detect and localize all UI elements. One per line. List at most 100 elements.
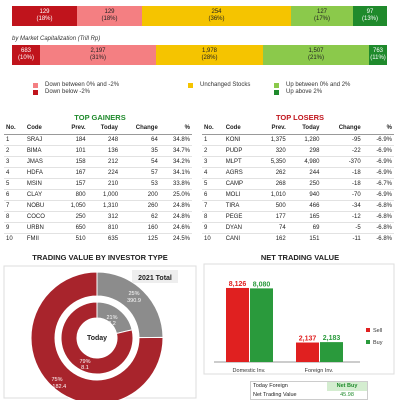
- column-header: Today: [87, 123, 121, 135]
- table-cell: -18: [321, 177, 363, 189]
- table-row: 2 BIMA 101 136 35 34.7%: [4, 144, 192, 156]
- table-cell: 64: [151, 136, 158, 143]
- legend-down-below-2: Down below -2%: [45, 89, 91, 95]
- table-cell: -370: [321, 155, 363, 167]
- table-cell: 6: [4, 188, 25, 200]
- table-row: 7 TIRA 500 466 -34 -6.8%: [202, 199, 394, 211]
- table-cell: 162: [257, 232, 288, 244]
- table-cell: CANI: [223, 232, 258, 244]
- table-cell: 224: [87, 166, 121, 178]
- table-cell: -6.9%: [376, 136, 392, 143]
- topbar-segment: 97 (13%): [353, 6, 387, 26]
- table-cell: 101: [58, 144, 88, 156]
- total-label: 2021 Total: [138, 275, 172, 282]
- column-header: Change: [321, 123, 363, 135]
- segment-count: 129: [39, 9, 50, 15]
- column-header: Prev.: [257, 123, 288, 135]
- segment-pct: (17%): [313, 16, 330, 22]
- top-gainers-table: No. Code Prev. Today Change% 1 SRAJ 184 248 64 34.…: [4, 123, 192, 244]
- bar-value-label: 8,126: [229, 281, 247, 288]
- table-cell: -6.8%: [362, 199, 394, 211]
- table-cell: 8: [202, 210, 224, 222]
- donut-hole: [78, 319, 116, 357]
- table-row: 3 MLPT 5,350 4,980 -370 -6.9%: [202, 155, 394, 167]
- table-cell: -6.9%: [362, 188, 394, 200]
- table-cell: AGRS: [223, 166, 258, 178]
- table-cell: 57: [120, 166, 160, 178]
- outer-value-label: 390.9: [127, 298, 141, 304]
- table-cell: TIRA: [223, 199, 258, 211]
- table-cell: 4: [202, 166, 224, 178]
- table-cell: 4,980: [287, 155, 322, 167]
- table-cell: BIMA: [24, 144, 59, 156]
- column-header: No.: [202, 123, 224, 135]
- inner-value-label: 2.2: [108, 321, 116, 327]
- top-gainers-title: TOP GAINERS: [74, 113, 126, 122]
- table-cell: -95: [352, 136, 361, 143]
- table-cell: MSIN: [24, 177, 59, 189]
- table-cell: PEGE: [223, 210, 258, 222]
- bar-sell: [296, 342, 319, 362]
- table-row: 7 NOBU 1,050 1,310 260 24.8%: [4, 199, 192, 211]
- segment-count: 1,507: [308, 48, 324, 54]
- table-cell: -34: [321, 199, 363, 211]
- table-row: 4 AGRS 262 244 -18 -6.9%: [202, 166, 394, 178]
- table-cell: 6: [202, 188, 224, 200]
- table-cell: 1,310: [87, 199, 121, 211]
- topbar-segment: 129 (18%): [12, 6, 77, 26]
- table-cell: 500: [257, 199, 288, 211]
- topbar-segment: 129 (18%): [77, 6, 142, 26]
- inner-pct-label: 79%: [79, 359, 90, 365]
- column-header: Code: [223, 123, 258, 135]
- table-row: 8 PEGE 177 165 -12 -6.8%: [202, 210, 394, 222]
- column-header: Prev.: [58, 123, 88, 135]
- table-cell: 9: [4, 221, 25, 233]
- table-row: 2 PUDP 320 298 -22 -6.9%: [202, 144, 394, 156]
- table-row: 10 CANI 162 151 -11 -6.8%: [202, 232, 394, 244]
- legend-swatch-down-0-2: [33, 83, 38, 88]
- outer-value-label: 1,182.4: [48, 384, 66, 390]
- table-cell: PUDP: [223, 144, 258, 156]
- table-cell: 34.7%: [159, 144, 192, 156]
- mcapbar-segment: 683 (10%): [12, 45, 40, 65]
- trading-value-title: TRADING VALUE BY INVESTOR TYPE: [32, 253, 168, 262]
- table-row: 6 CLAY 800 1,000 200 25.0%: [4, 188, 192, 200]
- table-cell: 74: [257, 221, 288, 233]
- segment-count: 2,197: [90, 48, 106, 54]
- bar-value-label: 2,183: [323, 335, 341, 342]
- table-cell: CAMP: [223, 177, 258, 189]
- outer-pct-label: 75%: [51, 377, 62, 383]
- column-header: Change: [120, 123, 160, 135]
- table-cell: 1,375: [270, 136, 286, 143]
- table-cell: 10: [4, 232, 25, 244]
- table-cell: 262: [257, 166, 288, 178]
- table-cell: 54: [120, 155, 160, 167]
- net-box-row2-value: 45.98: [340, 392, 354, 398]
- legend-swatch-up-above-2: [274, 90, 279, 95]
- table-cell: 151: [287, 232, 322, 244]
- table-cell: 4: [4, 166, 25, 178]
- table-cell: -12: [321, 210, 363, 222]
- table-cell: COCO: [24, 210, 59, 222]
- table-cell: MOLI: [223, 188, 258, 200]
- table-cell: JMAS: [24, 155, 59, 167]
- segment-count: 254: [211, 9, 222, 15]
- table-cell: FMII: [24, 232, 59, 244]
- table-row: 1 KONI 1,375 1,280 -95 -6.9%: [202, 134, 394, 145]
- table-cell: 250: [58, 210, 88, 222]
- table-cell: 24.5%: [159, 232, 192, 244]
- legend-down-0-2: Down between 0% and -2%: [45, 82, 120, 88]
- bar-value-label: 2,137: [299, 336, 317, 343]
- legend-unchanged: Unchanged Stocks: [200, 82, 251, 88]
- legend-swatch-down-below-2: [33, 90, 38, 95]
- table-row: 9 URBN 650 810 160 24.6%: [4, 221, 192, 233]
- table-cell: NOBU: [24, 199, 59, 211]
- table-cell: 3: [202, 155, 224, 167]
- bar-buy: [250, 288, 273, 362]
- table-cell: 177: [257, 210, 288, 222]
- segment-count: 683: [20, 48, 31, 54]
- inner-ring-slice: [60, 301, 134, 375]
- segment-count: 127: [316, 9, 327, 15]
- table-cell: 466: [287, 199, 322, 211]
- table-cell: -6.8%: [362, 232, 394, 244]
